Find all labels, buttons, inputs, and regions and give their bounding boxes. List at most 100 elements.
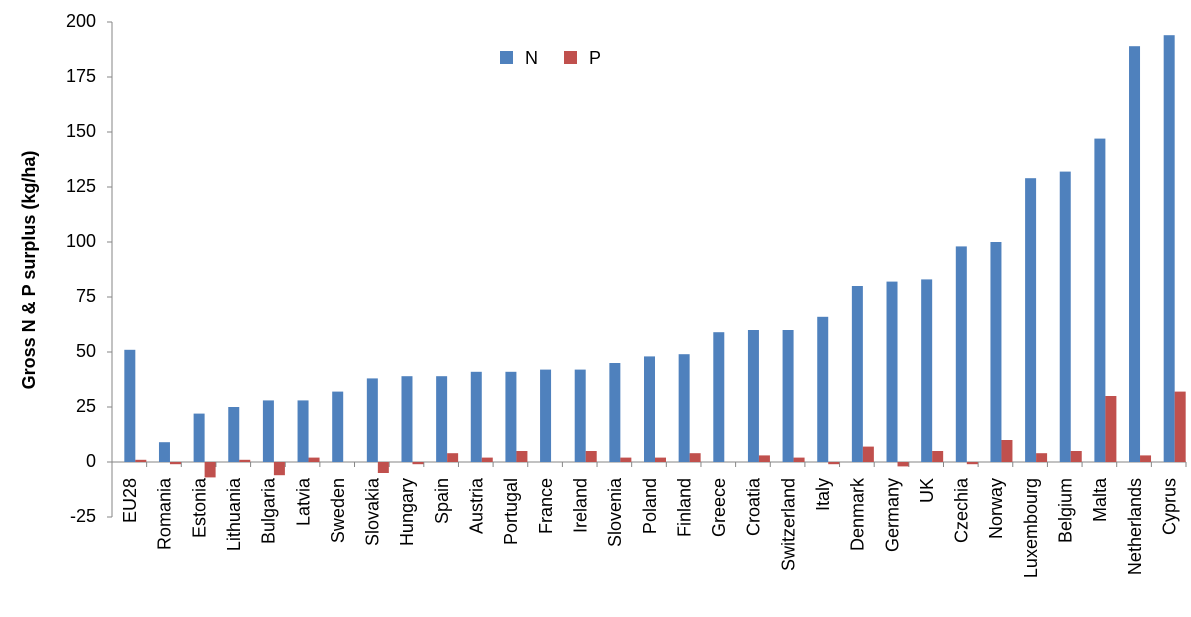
bar [1163,35,1175,462]
bar [1094,138,1106,462]
bar [158,442,170,462]
bar [990,242,1002,462]
x-tick-label: Bulgaria [259,477,279,544]
x-tick-label: Slovenia [605,477,625,547]
bar [516,451,528,462]
y-tick-label: -25 [70,506,96,526]
bar [505,371,517,462]
bar [897,462,909,467]
bar [689,453,701,462]
bar [447,453,459,462]
bar [169,462,181,465]
x-tick-label: Greece [709,478,729,537]
bar [828,462,840,465]
bar [793,457,805,462]
bar [297,400,309,462]
bar [655,457,666,462]
bar [1105,396,1117,462]
x-tick-label: Italy [813,478,833,511]
x-tick-label: Romania [155,477,175,550]
x-tick-label: Portugal [501,478,521,545]
x-tick-label: Sweden [328,478,348,543]
bar [135,459,147,462]
bar [644,356,655,462]
x-tick-label: Poland [640,478,660,534]
bar [273,462,285,476]
bar [955,246,967,462]
y-tick-label: 100 [66,231,96,251]
bar [332,391,344,462]
y-axis-label: Gross N & P surplus (kg/ha) [19,151,39,390]
bar [932,451,944,462]
bar [1070,451,1082,462]
bar [204,462,216,478]
bar [851,286,863,462]
x-tick-label: Malta [1090,477,1110,522]
y-tick-label: 175 [66,66,96,86]
x-tick-label: Austria [467,477,487,534]
bar [366,378,378,462]
bar [886,281,898,462]
x-tick-label: UK [917,478,937,503]
x-tick-label: Switzerland [778,478,798,571]
x-tick-label: France [536,478,556,534]
bar [1059,171,1071,462]
y-tick-label: 150 [66,121,96,141]
bar [921,279,933,462]
bar [1001,440,1013,462]
bar [609,363,621,462]
bar [377,462,389,473]
bar [574,369,586,462]
bar [401,376,413,462]
x-tick-label: EU28 [120,478,140,523]
y-tick-label: 200 [66,11,96,31]
legend-label: P [589,48,601,68]
bar [262,400,274,462]
x-tick-label: Czechia [952,477,972,543]
y-tick-label: 75 [76,286,96,306]
y-tick-label: 0 [86,451,96,471]
bar [817,316,829,462]
x-tick-label: Norway [986,478,1006,539]
bar [1140,455,1152,462]
bar [747,330,759,462]
bar [308,457,320,462]
x-tick-label: Ireland [570,478,590,533]
bar [412,462,424,465]
x-tick-label: Spain [432,478,452,524]
x-tick-label: Cyprus [1159,478,1179,535]
y-tick-label: 25 [76,396,96,416]
x-tick-label: Germany [882,478,902,552]
bar [239,459,251,462]
x-tick-label: Belgium [1055,478,1075,543]
bar [436,376,448,462]
bar [193,413,205,462]
x-tick-label: Netherlands [1125,478,1145,575]
x-tick-label: Latvia [293,477,313,526]
bar [228,407,240,462]
bar [1036,453,1048,462]
y-tick-label: 50 [76,341,96,361]
bar [713,332,725,462]
legend-swatch [500,51,513,64]
bar [1174,391,1186,462]
bar [540,369,552,462]
x-tick-label: Denmark [848,477,868,551]
bar [782,330,794,462]
bar [481,457,493,462]
x-tick-label: Lithuania [224,477,244,551]
x-tick-label: Luxembourg [1021,478,1041,578]
x-tick-label: Finland [674,478,694,537]
bar [585,451,597,462]
bar [966,462,978,465]
bar [470,371,482,462]
x-tick-label: Croatia [744,477,764,536]
bar [124,349,136,462]
legend-label: N [525,48,538,68]
bar [758,455,770,462]
x-tick-label: Hungary [397,478,417,546]
x-tick-label: Estonia [189,477,209,538]
bar [1129,46,1141,462]
x-tick-label: Slovakia [363,477,383,546]
